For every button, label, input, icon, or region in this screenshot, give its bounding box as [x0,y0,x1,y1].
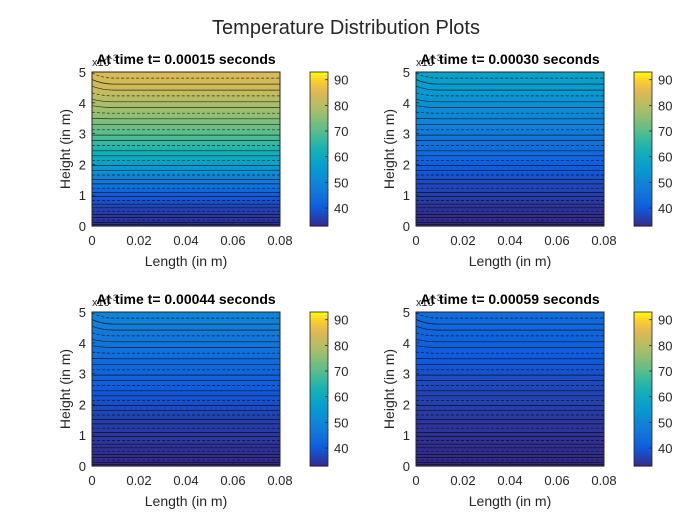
x-tick-label: 0.08 [267,473,292,488]
colorbar-segment [310,72,328,75]
y-tick-label: 2 [403,397,410,412]
y-tick-label: 3 [403,127,410,142]
colorbar: 40 50 60 70 80 90 [634,72,672,227]
colorbar-tick-label: 60 [658,150,672,165]
x-tick-label: 0.04 [497,233,522,248]
x-tick-label: 0.06 [544,473,569,488]
y-tick-label: 0 [403,219,410,234]
x-tick-label: 0 [88,473,95,488]
x-tick-label: 0.06 [220,473,245,488]
y-tick-label: 4 [79,336,86,351]
colorbar-tick-label: 80 [334,338,348,353]
x-axis-label: Length (in m) [145,493,227,509]
colorbar-tick-label: 60 [334,150,348,165]
y-axis-label: Height (in m) [381,109,397,189]
colorbar-tick-label: 50 [658,415,672,430]
colorbar-tick-label: 50 [334,415,348,430]
y-tick-label: 5 [79,65,86,80]
panel-title: At time t= 0.00015 seconds [96,51,276,67]
y-tick-label: 1 [403,188,410,203]
colorbar-tick-label: 50 [658,175,672,190]
colorbar-tick-label: 40 [658,441,672,456]
y-tick-label: 4 [79,96,86,111]
panel-title: At time t= 0.00059 seconds [420,291,600,307]
colorbar-tick-label: 80 [658,338,672,353]
colorbar-tick-label: 40 [658,201,672,216]
colorbar-segment [634,72,652,75]
colorbar-tick-label: 70 [334,124,348,139]
y-tick-label: 1 [79,188,86,203]
x-tick-label: 0 [88,233,95,248]
y-tick-label: 4 [403,96,410,111]
y-tick-label: 2 [79,397,86,412]
y-tick-label: 3 [403,367,410,382]
x-tick-label: 0 [412,473,419,488]
figure-title: Temperature Distribution Plots [212,17,480,39]
colorbar-tick-label: 90 [658,73,672,88]
x-tick-label: 0.08 [591,233,616,248]
colorbar-tick-label: 40 [334,201,348,216]
x-tick-label: 0.02 [126,473,151,488]
x-tick-label: 0.04 [173,473,198,488]
x-axis-label: Length (in m) [469,493,551,509]
colorbar-tick-label: 40 [334,441,348,456]
y-axis-label: Height (in m) [381,349,397,429]
y-axis-label: Height (in m) [57,109,73,189]
y-tick-label: 4 [403,336,410,351]
x-tick-label: 0.04 [173,233,198,248]
y-tick-label: 5 [403,305,410,320]
panel-title: At time t= 0.00044 seconds [96,291,276,307]
colorbar-tick-label: 70 [334,364,348,379]
x-tick-label: 0.08 [591,473,616,488]
colorbar-tick-label: 80 [334,98,348,113]
x-axis-label: Length (in m) [469,253,551,269]
colorbar-tick-label: 90 [334,313,348,328]
colorbar-tick-label: 60 [334,390,348,405]
colorbar-tick-label: 70 [658,124,672,139]
y-tick-label: 2 [79,157,86,172]
colorbar-tick-label: 60 [658,390,672,405]
x-tick-label: 0.02 [450,473,475,488]
colorbar-segment [634,312,652,315]
colorbar-tick-label: 50 [334,175,348,190]
y-tick-label: 5 [79,305,86,320]
colorbar-tick-label: 90 [334,73,348,88]
y-tick-label: 0 [79,219,86,234]
y-tick-label: 5 [403,65,410,80]
x-tick-label: 0.06 [544,233,569,248]
x-tick-label: 0.02 [126,233,151,248]
colorbar-segment [310,312,328,315]
panel-title: At time t= 0.00030 seconds [420,51,600,67]
y-tick-label: 3 [79,127,86,142]
x-tick-label: 0.04 [497,473,522,488]
colorbar: 40 50 60 70 80 90 [634,312,672,467]
y-tick-label: 1 [403,428,410,443]
y-tick-label: 0 [79,459,86,474]
colorbar-tick-label: 70 [658,364,672,379]
x-axis-label: Length (in m) [145,253,227,269]
x-tick-label: 0.02 [450,233,475,248]
y-tick-label: 3 [79,367,86,382]
y-axis-label: Height (in m) [57,349,73,429]
colorbar: 40 50 60 70 80 90 [310,72,348,227]
y-tick-label: 1 [79,428,86,443]
colorbar-tick-label: 90 [658,313,672,328]
x-tick-label: 0.06 [220,233,245,248]
y-tick-label: 0 [403,459,410,474]
colorbar-tick-label: 80 [658,98,672,113]
colorbar: 40 50 60 70 80 90 [310,312,348,467]
x-tick-label: 0.08 [267,233,292,248]
x-tick-label: 0 [412,233,419,248]
y-tick-label: 2 [403,157,410,172]
